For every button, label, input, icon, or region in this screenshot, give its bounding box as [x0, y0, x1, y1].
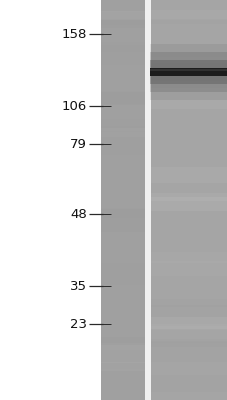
Bar: [151, 252, 227, 262]
Bar: [101, 92, 144, 105]
Bar: [101, 128, 144, 137]
Bar: [151, 261, 227, 276]
Bar: [151, 342, 227, 362]
Bar: [101, 119, 144, 132]
Bar: [101, 345, 144, 363]
Bar: [101, 11, 144, 20]
Bar: [101, 19, 144, 28]
Bar: [151, 88, 227, 109]
Bar: [101, 262, 144, 285]
Bar: [101, 350, 144, 370]
Text: 23: 23: [69, 318, 86, 330]
Bar: [151, 167, 227, 184]
Bar: [151, 197, 227, 211]
Bar: [101, 337, 144, 343]
Bar: [151, 375, 227, 392]
Bar: [151, 317, 227, 329]
Bar: [101, 91, 144, 104]
Bar: [151, 10, 227, 20]
Bar: [150, 68, 226, 76]
Bar: [101, 0, 144, 400]
Text: 48: 48: [70, 208, 86, 220]
Bar: [101, 42, 144, 52]
Bar: [150, 44, 226, 100]
Bar: [151, 20, 227, 24]
Bar: [151, 338, 227, 347]
Bar: [151, 299, 227, 307]
Bar: [101, 132, 144, 154]
Text: 158: 158: [61, 28, 86, 40]
Bar: [150, 52, 226, 92]
Bar: [151, 57, 227, 64]
Bar: [150, 69, 226, 71]
Bar: [101, 208, 144, 218]
Bar: [151, 324, 227, 341]
Bar: [151, 0, 227, 400]
Bar: [101, 46, 144, 65]
Bar: [101, 12, 144, 25]
Bar: [151, 330, 227, 342]
Text: 106: 106: [61, 100, 86, 112]
Bar: [144, 0, 151, 400]
Text: 35: 35: [69, 280, 86, 292]
Bar: [101, 209, 144, 232]
Bar: [101, 362, 144, 371]
Bar: [151, 193, 227, 201]
Bar: [101, 126, 144, 137]
Bar: [150, 60, 226, 84]
Bar: [151, 305, 227, 326]
Text: 79: 79: [69, 138, 86, 150]
Bar: [151, 67, 227, 82]
